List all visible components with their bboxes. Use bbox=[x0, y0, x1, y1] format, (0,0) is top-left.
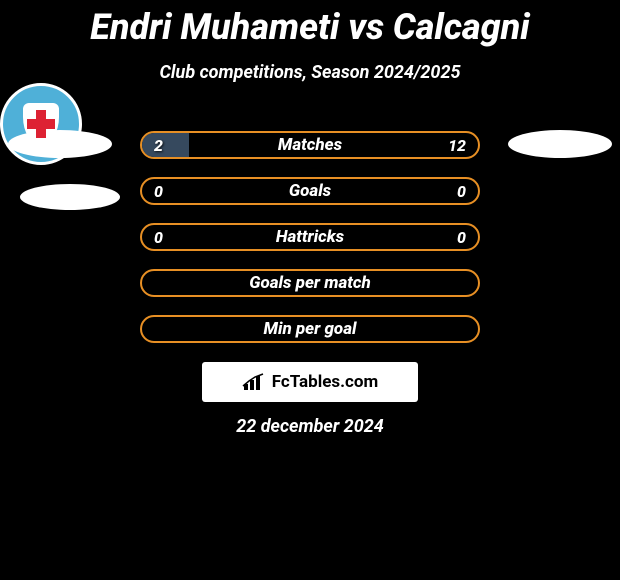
subtitle: Club competitions, Season 2024/2025 bbox=[0, 62, 620, 83]
stat-label: Goals per match bbox=[142, 273, 478, 293]
stat-row-matches: 2 Matches 12 bbox=[140, 131, 480, 159]
player-left-badge-2 bbox=[20, 184, 120, 210]
brand-text: FcTables.com bbox=[272, 372, 378, 392]
player-left-badge-1 bbox=[8, 130, 112, 158]
stat-label: Matches bbox=[142, 135, 478, 155]
stat-row-min-per-goal: Min per goal bbox=[140, 315, 480, 343]
player-right-badge-1 bbox=[508, 130, 612, 158]
stats-container: 2 Matches 12 0 Goals 0 0 Hattricks 0 Goa… bbox=[140, 131, 480, 361]
stat-row-goals-per-match: Goals per match bbox=[140, 269, 480, 297]
stat-label: Min per goal bbox=[142, 319, 478, 339]
stat-label: Goals bbox=[142, 181, 478, 201]
bar-chart-icon bbox=[242, 372, 266, 392]
date-line: 22 december 2024 bbox=[0, 416, 620, 437]
stat-label: Hattricks bbox=[142, 227, 478, 247]
brand-box: FcTables.com bbox=[202, 362, 418, 402]
stat-row-goals: 0 Goals 0 bbox=[140, 177, 480, 205]
stat-row-hattricks: 0 Hattricks 0 bbox=[140, 223, 480, 251]
page-title: Endri Muhameti vs Calcagni bbox=[0, 6, 620, 48]
